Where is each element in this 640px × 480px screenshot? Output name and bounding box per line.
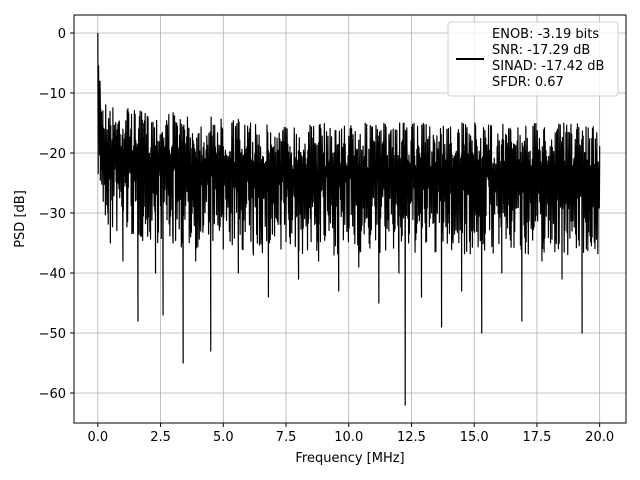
x-axis: 0.0 2.5 5.0 7.5 10.0 12.5 15.0 17.5 20.0 <box>87 423 614 445</box>
y-tick-label: −60 <box>39 387 66 402</box>
y-tick-label: −40 <box>39 267 66 282</box>
x-tick-label: 17.5 <box>522 430 551 445</box>
psd-line <box>97 33 601 406</box>
y-axis-label: PSD [dB] <box>13 190 28 248</box>
y-tick-label: −10 <box>39 87 66 102</box>
x-tick-label: 7.5 <box>276 430 297 445</box>
x-tick-label: 10.0 <box>334 430 363 445</box>
legend-entry-line: SINAD: -17.42 dB <box>492 59 604 74</box>
y-tick-label: −30 <box>39 207 66 222</box>
y-tick-label: 0 <box>58 27 66 42</box>
axes-frame <box>73 14 627 424</box>
x-tick-label: 12.5 <box>397 430 426 445</box>
y-tick-label: −20 <box>39 147 66 162</box>
legend-entry-line: SNR: -17.29 dB <box>492 43 590 58</box>
legend-box <box>447 21 619 97</box>
y-axis: 0 −10 −20 −30 −40 −50 −60 <box>39 27 74 402</box>
x-tick-label: 2.5 <box>150 430 171 445</box>
y-tick-label: −50 <box>39 327 66 342</box>
x-tick-label: 5.0 <box>213 430 234 445</box>
psd-series <box>97 33 601 406</box>
x-tick-label: 0.0 <box>87 430 108 445</box>
x-axis-label: Frequency [MHz] <box>295 451 404 466</box>
x-tick-label: 20.0 <box>585 430 614 445</box>
legend-entry-line: SFDR: 0.67 <box>492 75 564 90</box>
legend-entry-line: ENOB: -3.19 bits <box>492 27 599 42</box>
x-tick-label: 15.0 <box>460 430 489 445</box>
